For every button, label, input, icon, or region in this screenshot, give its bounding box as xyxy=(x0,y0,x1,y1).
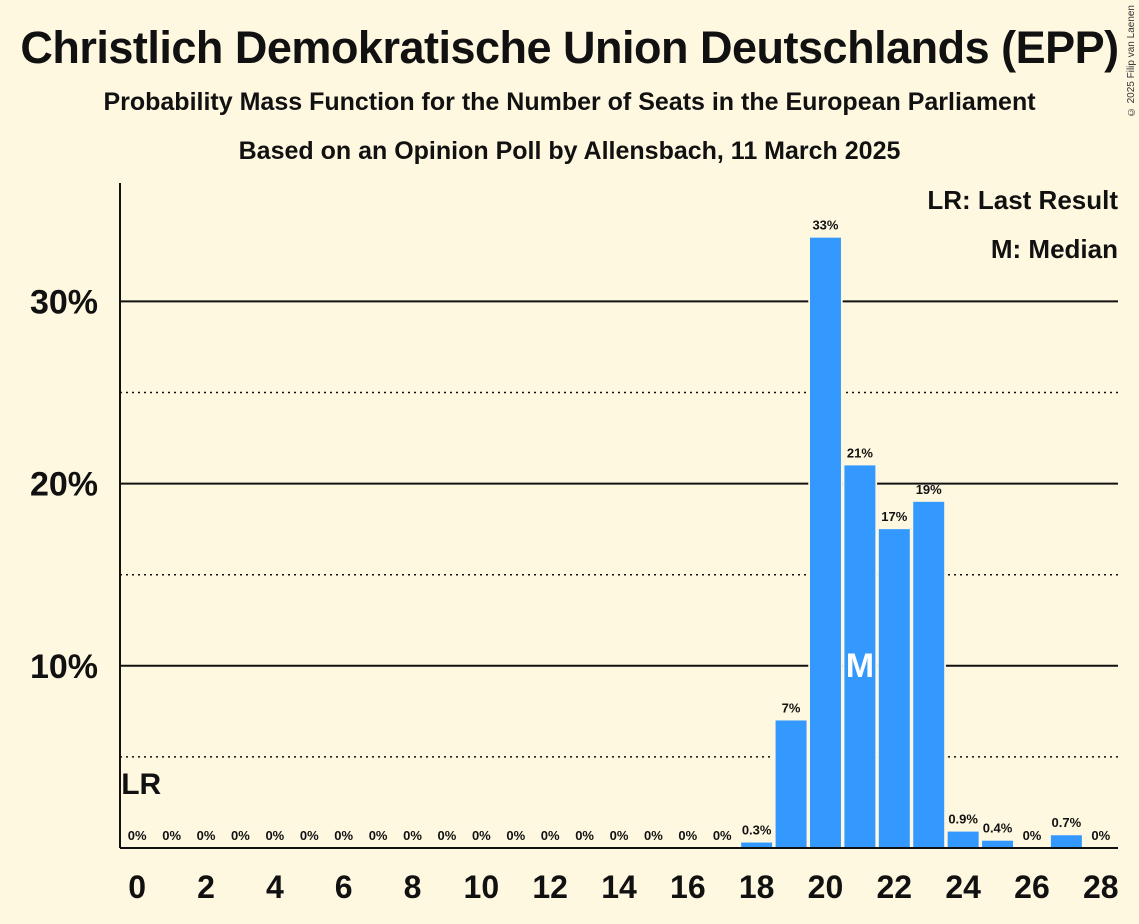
data-label: 7% xyxy=(782,700,801,715)
x-tick-label: 18 xyxy=(739,869,775,905)
data-label: 0% xyxy=(1091,828,1110,843)
data-label: 0% xyxy=(438,828,457,843)
bars xyxy=(739,237,1084,848)
x-tick-label: 8 xyxy=(404,869,422,905)
x-tick-label: 24 xyxy=(945,869,981,905)
data-label: 0% xyxy=(713,828,732,843)
bar xyxy=(947,831,979,848)
axes xyxy=(119,183,1118,849)
data-label: 0% xyxy=(644,828,663,843)
data-label: 0% xyxy=(300,828,319,843)
data-label: 0.3% xyxy=(742,823,772,838)
y-tick-label: 30% xyxy=(30,283,98,321)
x-tick-label: 26 xyxy=(1014,869,1050,905)
chart-source-note: Based on an Opinion Poll by Allensbach, … xyxy=(238,137,901,165)
x-tick-label: 16 xyxy=(670,869,706,905)
y-tick-label: 20% xyxy=(30,466,98,504)
x-tick-label: 20 xyxy=(808,869,844,905)
x-tick-label: 6 xyxy=(335,869,353,905)
x-tick-label: 0 xyxy=(128,869,146,905)
chart-subtitle: Probability Mass Function for the Number… xyxy=(103,88,1036,116)
data-label: 17% xyxy=(881,509,907,524)
data-label: 0% xyxy=(610,828,629,843)
data-label: 0% xyxy=(231,828,250,843)
x-tick-label: 4 xyxy=(266,869,284,905)
data-label: 0% xyxy=(541,828,560,843)
data-label: 21% xyxy=(847,445,873,460)
data-label: 0% xyxy=(575,828,594,843)
tick-labels: 10%20%30%0 2 4 6 8 10 12 14 16 18 20 22 24 26 28 xyxy=(30,283,1119,905)
data-label: 0% xyxy=(506,828,525,843)
x-tick-label: 22 xyxy=(877,869,913,905)
bar xyxy=(809,237,841,848)
data-label: 0.7% xyxy=(1052,815,1082,830)
bar xyxy=(878,529,910,848)
data-label: 0.9% xyxy=(948,812,978,827)
data-label: 0% xyxy=(678,828,697,843)
data-label: 0% xyxy=(197,828,216,843)
data-label: 19% xyxy=(916,482,942,497)
chart-title: Christlich Demokratische Union Deutschla… xyxy=(20,22,1119,73)
data-label: 0% xyxy=(403,828,422,843)
x-tick-label: 2 xyxy=(197,869,215,905)
data-label: 0% xyxy=(1023,828,1042,843)
data-label: 0% xyxy=(265,828,284,843)
data-label: 0% xyxy=(128,828,147,843)
x-tick-label: 10 xyxy=(464,869,500,905)
bar xyxy=(741,842,773,848)
bar xyxy=(913,501,945,848)
data-label: 33% xyxy=(812,218,838,233)
data-label: 0.4% xyxy=(983,821,1013,836)
x-tick-label: 14 xyxy=(601,869,637,905)
data-label: 0% xyxy=(369,828,388,843)
data-label: 0% xyxy=(162,828,181,843)
gridlines xyxy=(120,300,1118,758)
data-label: 0% xyxy=(334,828,353,843)
x-tick-label: 28 xyxy=(1083,869,1119,905)
bar xyxy=(1050,835,1082,848)
x-tick-label: 12 xyxy=(532,869,568,905)
bar xyxy=(844,465,876,848)
last-result-marker: LR xyxy=(121,768,161,801)
bar xyxy=(775,720,807,848)
data-label: 0% xyxy=(472,828,491,843)
data-labels: 0% 0% 0% 0% 0% 0% 0% 0% 0% 0% 0% 0% 0% 0% 0% 0% 0% 0% 0.3%… xyxy=(121,218,1110,843)
bar xyxy=(982,840,1014,848)
legend-last-result: LR: Last Result xyxy=(927,185,1118,215)
median-marker: M xyxy=(846,647,874,685)
legend-median: M: Median xyxy=(991,234,1118,264)
y-tick-label: 10% xyxy=(30,648,98,686)
